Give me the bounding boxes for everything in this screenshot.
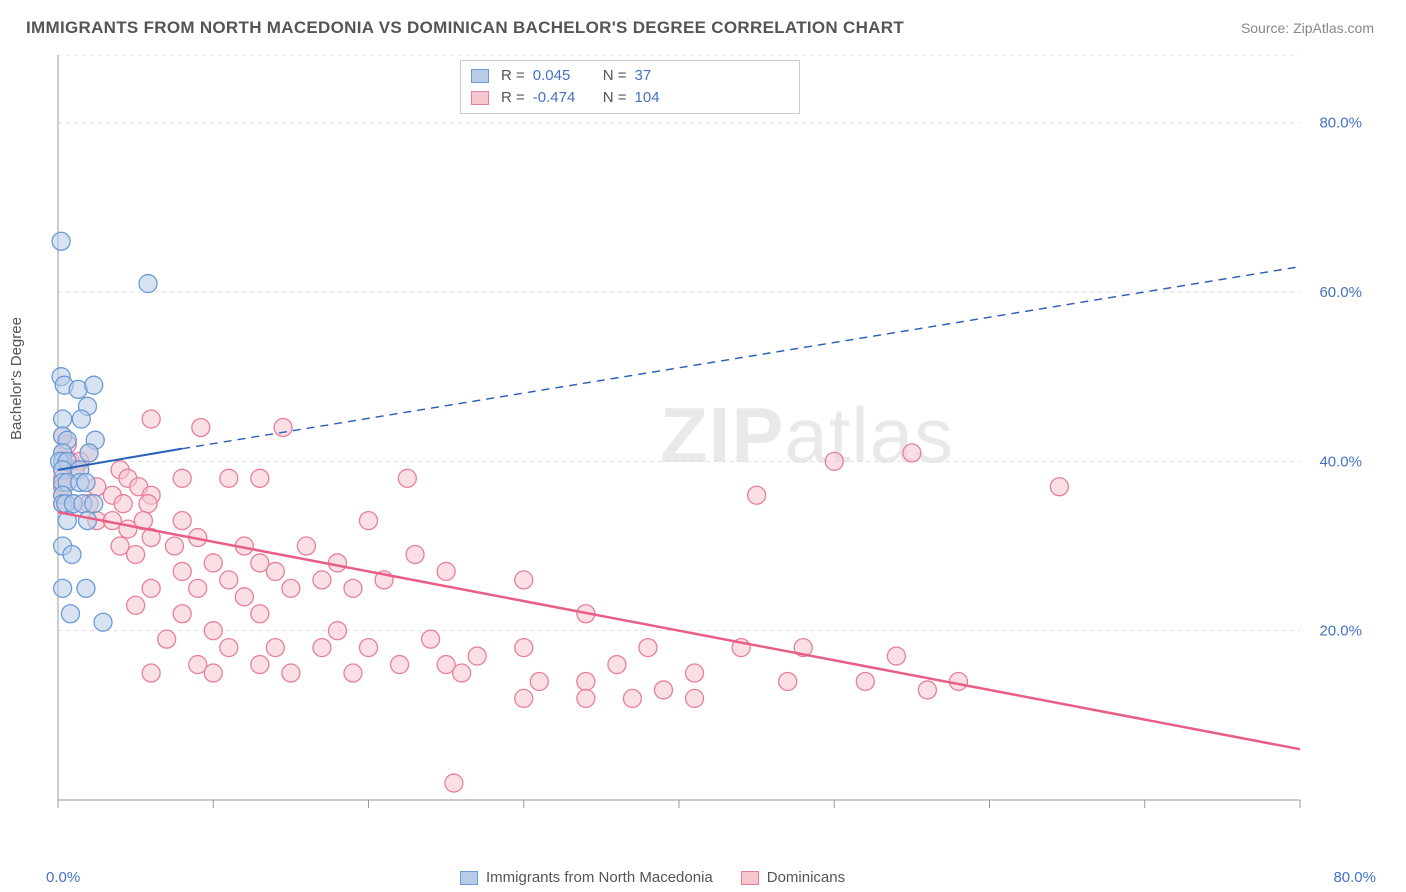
x-axis-min-label: 0.0%	[46, 869, 80, 886]
svg-text:80.0%: 80.0%	[1319, 115, 1362, 132]
r-value-b: -0.474	[533, 87, 591, 109]
n-label: N =	[603, 87, 627, 109]
stats-row-series-b: R = -0.474 N = 104	[471, 87, 789, 109]
r-label: R =	[501, 65, 525, 87]
swatch-series-b	[471, 91, 489, 105]
legend-item-a: Immigrants from North Macedonia	[460, 869, 713, 886]
r-label: R =	[501, 87, 525, 109]
plot-area: 20.0% 40.0% 60.0% 80.0%	[50, 55, 1370, 840]
svg-text:60.0%: 60.0%	[1319, 284, 1362, 301]
chart-title: IMMIGRANTS FROM NORTH MACEDONIA VS DOMIN…	[26, 18, 904, 38]
x-axis-max-label: 80.0%	[1333, 869, 1376, 886]
n-value-a: 37	[635, 65, 693, 87]
scatter-chart: 20.0% 40.0% 60.0% 80.0%	[50, 55, 1370, 840]
n-label: N =	[603, 65, 627, 87]
stats-legend: R = 0.045 N = 37 R = -0.474 N = 104	[460, 60, 800, 114]
source-label: Source: ZipAtlas.com	[1241, 20, 1374, 36]
swatch-series-a	[460, 871, 478, 885]
svg-text:20.0%: 20.0%	[1319, 623, 1362, 640]
svg-text:40.0%: 40.0%	[1319, 453, 1362, 470]
swatch-series-a	[471, 69, 489, 83]
stats-row-series-a: R = 0.045 N = 37	[471, 65, 789, 87]
r-value-a: 0.045	[533, 65, 591, 87]
n-value-b: 104	[635, 87, 693, 109]
legend-label-b: Dominicans	[767, 869, 845, 886]
legend-item-b: Dominicans	[741, 869, 845, 886]
legend: Immigrants from North Macedonia Dominica…	[460, 869, 845, 886]
legend-label-a: Immigrants from North Macedonia	[486, 869, 713, 886]
y-axis-title: Bachelor's Degree	[8, 317, 25, 440]
swatch-series-b	[741, 871, 759, 885]
